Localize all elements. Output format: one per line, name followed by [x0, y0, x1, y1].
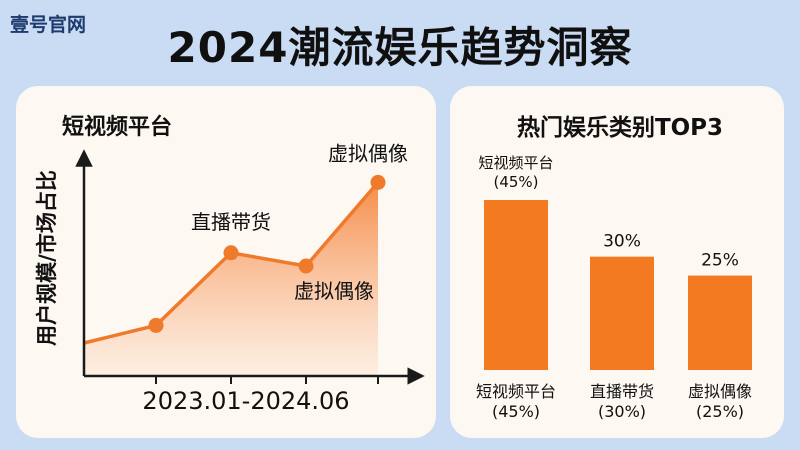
data-point-1	[148, 317, 164, 333]
x-tick-label-2: 直播带货(30%)	[590, 382, 654, 421]
line-chart: 短视频平台 用户规模/市场占比 2023.01-2024.06 直播带货虚拟偶像…	[35, 114, 425, 415]
bar-2	[590, 256, 654, 370]
data-point-label-4: 虚拟偶像	[328, 141, 408, 165]
data-point-4	[370, 174, 386, 190]
brand-logo-text: 壹号官网	[10, 14, 87, 36]
x-tick-label-1: 短视频平台(45%)	[476, 382, 556, 421]
bar-value-label-2: 30%	[603, 232, 641, 252]
bar-chart-panel: 热门娱乐类别TOP3 短视频平台(45%) 短视频平台(45%) 30% 直播带货(3…	[450, 86, 784, 438]
bar-chart: 热门娱乐类别TOP3 短视频平台(45%) 短视频平台(45%) 30% 直播带货(3…	[476, 114, 752, 421]
bar-3	[688, 275, 752, 370]
line-chart-title: 短视频平台	[62, 114, 172, 140]
data-point-label-2: 直播带货	[191, 210, 271, 234]
data-point-label-3: 虚拟偶像	[294, 279, 374, 303]
x-axis-label: 2023.01-2024.06	[142, 387, 349, 415]
data-point-3	[298, 258, 314, 274]
x-tick-label-3: 虚拟偶像(25%)	[688, 382, 752, 421]
bar-1	[484, 200, 548, 370]
bar-chart-title: 热门娱乐类别TOP3	[517, 114, 723, 141]
data-point-2	[223, 245, 239, 261]
line-chart-panel: 短视频平台 用户规模/市场占比 2023.01-2024.06 直播带货 虚拟偶像…	[16, 86, 436, 438]
y-axis-label: 用户规模/市场占比	[35, 170, 59, 346]
bar-value-label-3: 25%	[701, 251, 739, 271]
page-title: 2024潮流娱乐趋势洞察	[167, 23, 633, 72]
bar-value-label-1: 短视频平台(45%)	[478, 154, 553, 191]
